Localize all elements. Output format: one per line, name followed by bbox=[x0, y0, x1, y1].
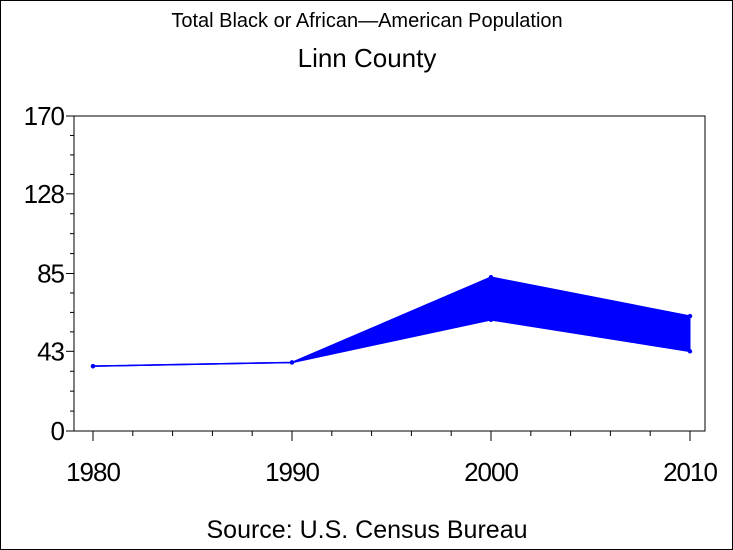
source-note: Source: U.S. Census Bureau bbox=[207, 516, 528, 544]
y-tick-label: 128 bbox=[24, 179, 65, 209]
y-axis: 0 43 85 128 170 bbox=[24, 101, 74, 446]
series-marks bbox=[90, 275, 693, 369]
chart-title: Total Black or African—American Populati… bbox=[171, 10, 562, 32]
series-upper-point bbox=[488, 275, 494, 280]
x-axis: 1980 1990 2000 2010 bbox=[66, 431, 718, 487]
x-tick-label: 2010 bbox=[663, 457, 717, 487]
series-lower-point bbox=[289, 360, 295, 365]
series-lower-point bbox=[90, 363, 96, 369]
series-upper-point bbox=[687, 313, 693, 319]
y-tick-label: 43 bbox=[37, 336, 64, 366]
series-lower-point bbox=[488, 317, 494, 323]
series-lower-line bbox=[92, 319, 691, 367]
plot-area bbox=[73, 115, 706, 432]
series-lower-point bbox=[687, 349, 693, 354]
x-tick-label: 1980 bbox=[66, 457, 120, 487]
x-tick-label: 1990 bbox=[265, 457, 319, 487]
y-tick-label: 170 bbox=[24, 101, 65, 131]
y-tick-label: 0 bbox=[51, 416, 65, 446]
chart-subtitle: Linn County bbox=[298, 43, 437, 73]
series-area-band bbox=[92, 276, 691, 367]
y-tick-label: 85 bbox=[37, 259, 64, 289]
x-tick-label: 2000 bbox=[464, 457, 518, 487]
